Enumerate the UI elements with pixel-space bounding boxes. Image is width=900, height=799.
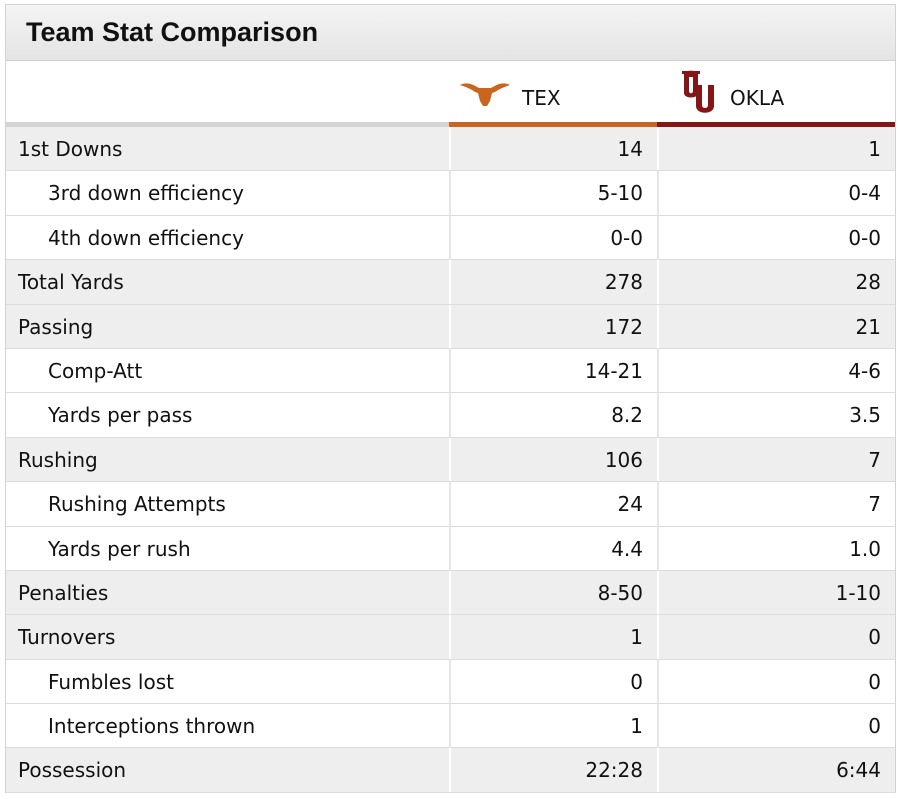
- stat-value-tex: 1: [449, 615, 657, 659]
- stat-value-tex: 4.4: [449, 526, 657, 570]
- stats-table: 1st Downs 14 1 3rd down efficiency 5-10 0-4 4t…: [6, 127, 895, 793]
- stat-value-okla: 7: [657, 482, 895, 526]
- stat-value-okla: 28: [657, 260, 895, 304]
- team-name-tex: TEX: [522, 86, 561, 110]
- team-header-row: TEX OKLA: [6, 61, 895, 127]
- table-row: Comp-Att 14-21 4-6: [6, 348, 895, 394]
- stat-label: 1st Downs: [18, 137, 123, 161]
- team-header-okla: OKLA: [657, 61, 895, 127]
- team-header-tex: TEX: [449, 61, 657, 127]
- stat-value-tex: 14-21: [449, 348, 657, 393]
- table-row: 1st Downs 14 1: [6, 127, 895, 172]
- team-name-okla: OKLA: [730, 86, 785, 110]
- stat-value-okla: 1.0: [657, 526, 895, 570]
- stat-value-tex: 22:28: [449, 748, 657, 792]
- table-row: Turnovers 1 0: [6, 615, 895, 660]
- stat-label: 4th down efficiency: [48, 225, 244, 250]
- stat-value-okla: 0: [657, 704, 895, 748]
- stat-value-tex: 8-50: [449, 570, 657, 615]
- team-stat-panel: Team Stat Comparison TEX OKLA 1st Downs 1…: [5, 4, 896, 793]
- page-title: Team Stat Comparison: [26, 17, 319, 47]
- ou-logo-icon: [682, 70, 714, 113]
- table-row: Yards per rush 4.4 1.0: [6, 526, 895, 571]
- table-row: Interceptions thrown 1 0: [6, 704, 895, 749]
- stat-label: 3rd down efficiency: [48, 181, 244, 206]
- stat-label: Yards per pass: [48, 403, 193, 428]
- stat-label: Comp-Att: [48, 358, 143, 383]
- stat-label: Turnovers: [18, 625, 116, 650]
- stat-value-tex: 0-0: [449, 215, 657, 260]
- stat-value-tex: 172: [449, 304, 657, 348]
- stat-value-tex: 106: [449, 437, 657, 482]
- stat-value-okla: 7: [657, 437, 895, 482]
- panel-header: Team Stat Comparison: [6, 5, 895, 61]
- stat-value-okla: 0: [657, 659, 895, 704]
- stat-label: Penalties: [18, 580, 109, 605]
- stat-label: Fumbles lost: [48, 669, 174, 694]
- table-row: Penalties 8-50 1-10: [6, 570, 895, 616]
- stat-label: Passing: [18, 314, 94, 339]
- stat-value-tex: 5-10: [449, 171, 657, 215]
- stat-label: Yards per rush: [48, 536, 191, 561]
- stat-value-okla: 6:44: [657, 748, 895, 792]
- stat-value-okla: 0-0: [657, 215, 895, 260]
- stat-value-okla: 4-6: [657, 348, 895, 393]
- longhorn-logo-icon: [460, 83, 510, 106]
- table-row: Rushing Attempts 24 7: [6, 482, 895, 527]
- table-row: 3rd down efficiency 5-10 0-4: [6, 171, 895, 216]
- stat-value-okla: 21: [657, 304, 895, 348]
- stat-value-okla: 0: [657, 615, 895, 659]
- stat-value-tex: 14: [449, 127, 657, 171]
- stat-value-okla: 1-10: [657, 570, 895, 615]
- table-row: Fumbles lost 0 0: [6, 659, 895, 705]
- table-row: Passing 172 21: [6, 304, 895, 349]
- stat-label: Total Yards: [18, 270, 124, 295]
- table-row: 4th down efficiency 0-0 0-0: [6, 215, 895, 261]
- stat-value-okla: 1: [657, 127, 895, 171]
- stat-value-tex: 24: [449, 482, 657, 526]
- stat-label: Interceptions thrown: [48, 714, 256, 739]
- stat-value-okla: 3.5: [657, 393, 895, 437]
- stat-label: Possession: [18, 758, 127, 783]
- table-row: Total Yards 278 28: [6, 260, 895, 305]
- stat-value-tex: 278: [449, 260, 657, 304]
- stat-label: Rushing: [18, 447, 98, 472]
- stat-value-tex: 8.2: [449, 393, 657, 437]
- table-row: Rushing 106 7: [6, 437, 895, 483]
- stat-value-tex: 0: [449, 659, 657, 704]
- table-row: Possession 22:28 6:44: [6, 748, 895, 793]
- header-divider: [6, 122, 449, 127]
- stat-label: Rushing Attempts: [48, 492, 226, 517]
- stat-value-tex: 1: [449, 704, 657, 748]
- table-row: Yards per pass 8.2 3.5: [6, 393, 895, 438]
- stat-value-okla: 0-4: [657, 171, 895, 215]
